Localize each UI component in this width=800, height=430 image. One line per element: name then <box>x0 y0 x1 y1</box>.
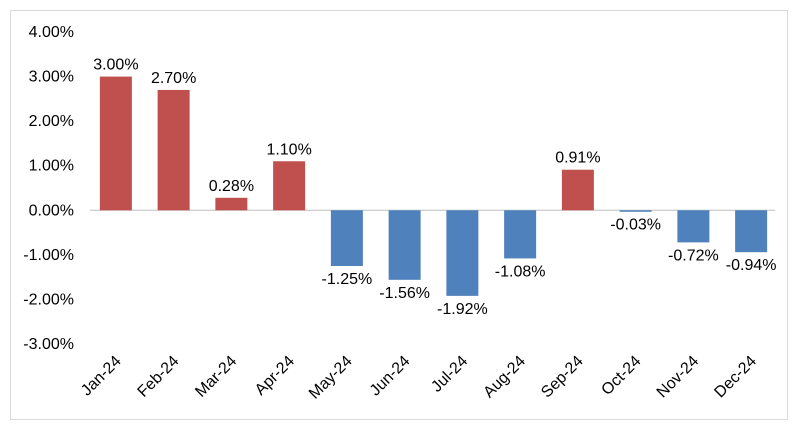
bar-aug-24 <box>504 210 537 259</box>
y-tick-label: -1.00% <box>23 247 74 264</box>
bar-may-24 <box>330 210 363 266</box>
data-label-dec-24: -0.94% <box>726 257 777 274</box>
x-tick-label: Feb-24 <box>135 353 183 401</box>
x-tick-label: Oct-24 <box>598 353 644 399</box>
x-tick-label: Apr-24 <box>252 353 298 399</box>
bar-mar-24 <box>215 197 248 211</box>
data-label-jul-24: -1.92% <box>437 301 488 318</box>
y-tick-label: 1.00% <box>29 158 74 175</box>
data-label-feb-24: 2.70% <box>151 70 196 87</box>
y-tick-label: -2.00% <box>23 291 74 308</box>
data-label-may-24: -1.25% <box>322 271 373 288</box>
data-labels: 3.00% 2.70% 0.28% 1.10% -1.25% -1.56% -1.92% -1… <box>93 57 776 318</box>
y-tick-label: 2.00% <box>29 113 74 130</box>
data-label-sep-24: 0.91% <box>555 150 600 167</box>
bar-apr-24 <box>273 161 306 211</box>
y-tick-label: 3.00% <box>29 69 74 86</box>
bar-jan-24 <box>99 76 132 211</box>
data-label-nov-24: -0.72% <box>668 247 719 264</box>
y-tick-label: -3.00% <box>23 336 74 353</box>
x-tick-label: Jan-24 <box>78 353 125 400</box>
bar-dec-24 <box>735 210 768 253</box>
bar-oct-24 <box>619 210 652 212</box>
bar-jun-24 <box>388 210 421 280</box>
x-tick-label: Jul-24 <box>428 353 471 396</box>
bar-feb-24 <box>157 89 190 211</box>
y-axis: 4.00% 3.00% 2.00% 1.00% 0.00% -1.00% -2.00% -3.… <box>23 24 74 353</box>
y-tick-label: 4.00% <box>29 24 74 41</box>
y-tick-label: 0.00% <box>29 202 74 219</box>
x-tick-label: Dec-24 <box>711 353 760 402</box>
bar-sep-24 <box>561 169 594 211</box>
bar-jul-24 <box>446 210 479 296</box>
bar-nov-24 <box>677 210 710 243</box>
x-tick-label: Mar-24 <box>192 353 240 401</box>
x-tick-label: Jun-24 <box>367 353 414 400</box>
data-label-apr-24: 1.10% <box>266 141 311 158</box>
x-tick-label: Sep-24 <box>538 353 587 402</box>
data-label-jun-24: -1.56% <box>379 285 430 302</box>
data-label-mar-24: 0.28% <box>209 178 254 195</box>
bars <box>90 76 775 296</box>
data-label-jan-24: 3.00% <box>93 57 138 74</box>
x-axis: Jan-24 Feb-24 Mar-24 Apr-24 May-24 Jun-24 Jul-… <box>78 353 760 403</box>
x-tick-label: Nov-24 <box>654 353 703 402</box>
data-label-oct-24: -0.03% <box>610 217 661 234</box>
data-label-aug-24: -1.08% <box>495 263 546 280</box>
x-tick-label: Aug-24 <box>480 353 529 402</box>
x-tick-label: May-24 <box>306 353 356 403</box>
